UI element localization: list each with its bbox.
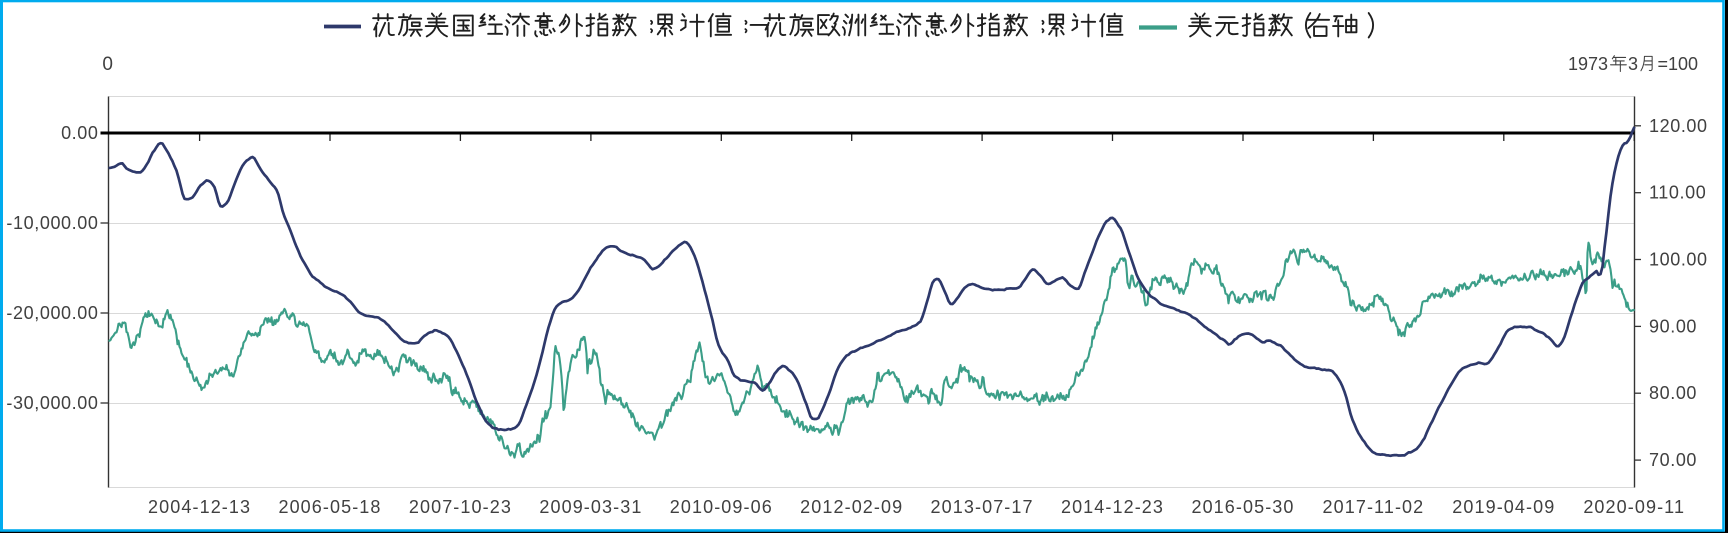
svg-text:0: 0 xyxy=(102,54,113,75)
svg-text:2006-05-18: 2006-05-18 xyxy=(278,497,381,517)
svg-text:70.00: 70.00 xyxy=(1649,450,1697,470)
svg-text:120.00: 120.00 xyxy=(1649,116,1708,136)
svg-text:2009-03-31: 2009-03-31 xyxy=(539,497,642,517)
svg-text:2012-02-09: 2012-02-09 xyxy=(800,497,903,517)
svg-text:0.00: 0.00 xyxy=(61,123,98,143)
svg-text:-10,000.00: -10,000.00 xyxy=(6,213,98,233)
svg-text:=100: =100 xyxy=(1658,54,1699,74)
svg-text:2020-09-11: 2020-09-11 xyxy=(1583,497,1685,517)
svg-text:1973: 1973 xyxy=(1568,54,1608,74)
svg-text:2019-04-09: 2019-04-09 xyxy=(1452,497,1555,517)
svg-text:2007-10-23: 2007-10-23 xyxy=(409,497,512,517)
svg-text:-20,000.00: -20,000.00 xyxy=(6,303,98,323)
svg-text:2014-12-23: 2014-12-23 xyxy=(1061,497,1164,517)
svg-text:2004-12-13: 2004-12-13 xyxy=(148,497,251,517)
svg-text:100.00: 100.00 xyxy=(1649,250,1708,270)
svg-text:2017-11-02: 2017-11-02 xyxy=(1323,497,1425,517)
svg-text:80.00: 80.00 xyxy=(1649,383,1697,403)
svg-text:2016-05-30: 2016-05-30 xyxy=(1191,497,1294,517)
svg-text:2013-07-17: 2013-07-17 xyxy=(931,497,1034,517)
svg-text:2010-09-06: 2010-09-06 xyxy=(670,497,773,517)
svg-text:90.00: 90.00 xyxy=(1649,316,1697,336)
svg-text:-30,000.00: -30,000.00 xyxy=(6,393,98,413)
svg-text:3: 3 xyxy=(1628,54,1638,74)
svg-text:110.00: 110.00 xyxy=(1649,183,1706,203)
